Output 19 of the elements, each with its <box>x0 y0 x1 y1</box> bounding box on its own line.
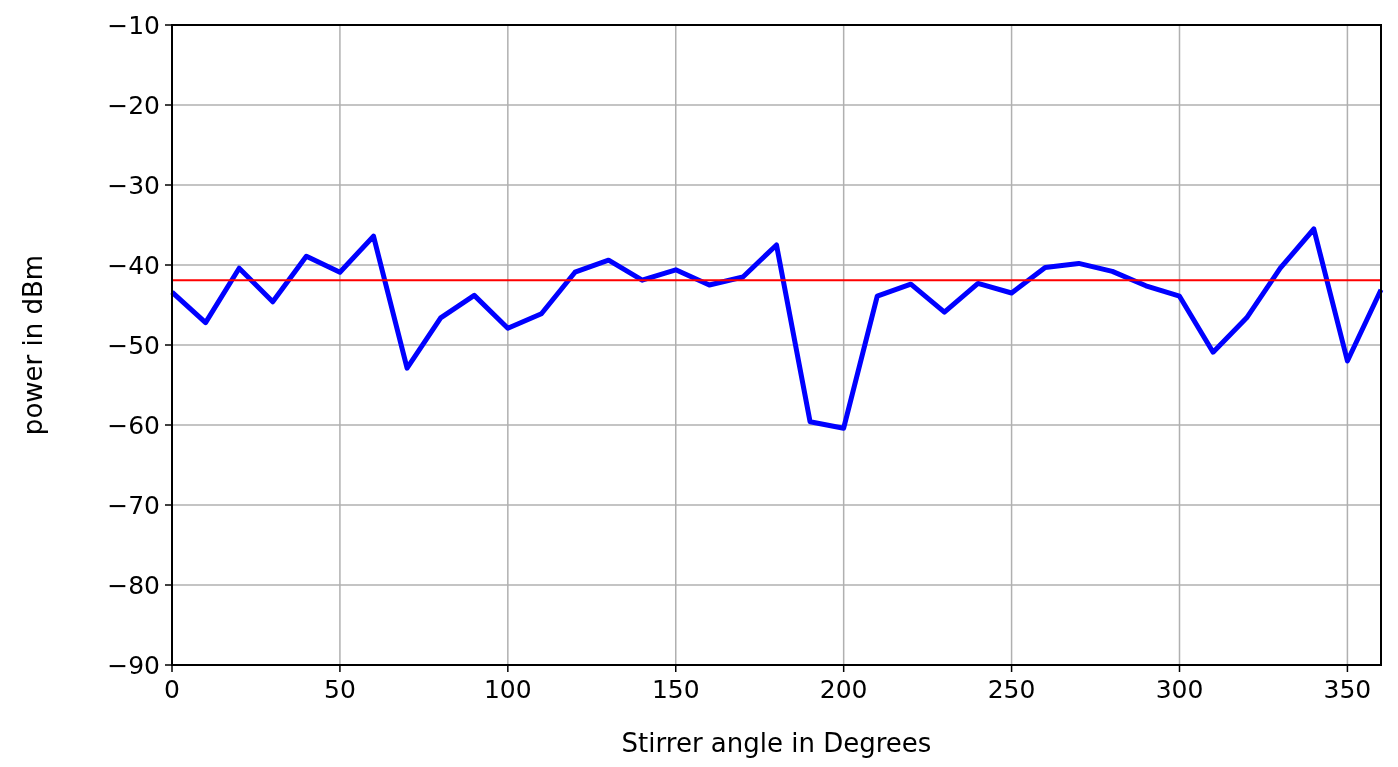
y-tick-label: −20 <box>107 91 160 120</box>
y-tick-label: −70 <box>107 491 160 520</box>
y-tick-label: −90 <box>107 651 160 680</box>
y-tick-label: −60 <box>107 411 160 440</box>
x-tick-label: 350 <box>1323 675 1372 704</box>
x-tick-label: 150 <box>651 675 700 704</box>
x-tick-label: 50 <box>324 675 356 704</box>
x-tick-label: 0 <box>164 675 180 704</box>
y-tick-label: −10 <box>107 11 160 40</box>
x-tick-label: 250 <box>987 675 1036 704</box>
x-axis-title: Stirrer angle in Degrees <box>621 728 932 758</box>
x-tick-label: 300 <box>1155 675 1204 704</box>
x-tick-label: 100 <box>483 675 532 704</box>
y-tick-label: −40 <box>107 251 160 280</box>
y-tick-label: −30 <box>107 171 160 200</box>
y-axis-title: power in dBm <box>18 254 48 436</box>
y-tick-label: −50 <box>107 331 160 360</box>
x-tick-label: 200 <box>819 675 868 704</box>
y-tick-label: −80 <box>107 571 160 600</box>
